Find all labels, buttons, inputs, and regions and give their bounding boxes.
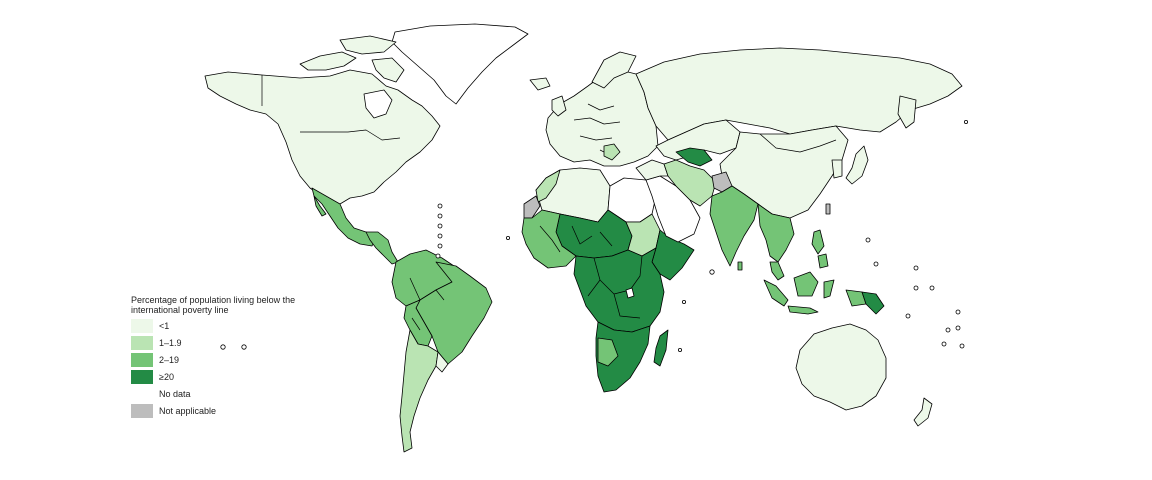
region-kamchatka xyxy=(897,95,917,129)
legend-label: 2–19 xyxy=(159,355,180,365)
legend-item: 1–1.9 xyxy=(131,335,331,352)
border-west-africa xyxy=(539,225,613,253)
legend-item: ≥20 xyxy=(131,369,331,386)
region-north-america xyxy=(204,69,441,205)
region-iceland xyxy=(529,77,551,91)
legend-swatch xyxy=(131,404,153,418)
region-baja xyxy=(313,195,327,217)
region-new-zealand xyxy=(913,397,933,427)
border-central-africa xyxy=(587,255,643,319)
region-namibia xyxy=(597,337,619,367)
legend-label: 1–1.9 xyxy=(159,338,182,348)
region-uruguay xyxy=(435,351,449,373)
legend-item: <1 xyxy=(131,318,331,335)
region-indonesia-sulawesi xyxy=(823,279,835,299)
region-russia xyxy=(635,47,963,141)
legend-title: Percentage of population living below th… xyxy=(131,295,296,315)
region-arctic-islands-2 xyxy=(339,35,397,55)
legend-swatch xyxy=(131,319,153,333)
region-middle-east xyxy=(635,159,669,181)
region-philippines-2 xyxy=(817,253,829,269)
region-malaysia xyxy=(769,261,785,281)
region-madagascar xyxy=(653,329,669,367)
legend-rows: <1 1–1.9 2–19 ≥20 No data Not applicable xyxy=(131,318,331,420)
region-southeast-asia xyxy=(757,203,795,263)
region-bolivia-paraguay xyxy=(403,299,433,347)
map-legend: Percentage of population living below th… xyxy=(131,295,331,420)
border-mongolia xyxy=(759,133,837,153)
legend-label: ≥20 xyxy=(159,372,174,382)
region-australia xyxy=(795,323,887,411)
region-central-east-africa xyxy=(573,247,665,333)
region-arctic-islands xyxy=(299,51,357,71)
region-indonesia-java xyxy=(787,305,819,315)
legend-swatch xyxy=(131,353,153,367)
lake-victoria xyxy=(625,287,635,299)
region-sri-lanka xyxy=(737,261,743,271)
region-mexico xyxy=(311,187,377,247)
region-philippines xyxy=(811,229,825,255)
region-uzbekistan xyxy=(675,147,713,167)
region-central-america xyxy=(365,231,399,265)
legend-swatch xyxy=(131,387,153,401)
region-scandinavia xyxy=(591,51,637,89)
region-argentina-chile xyxy=(399,329,439,453)
region-indonesia-borneo xyxy=(793,271,819,297)
region-korea xyxy=(831,159,843,179)
legend-item: 2–19 xyxy=(131,352,331,369)
region-india xyxy=(709,185,759,267)
border-canada-us xyxy=(261,75,401,141)
region-uk xyxy=(551,95,567,117)
legend-item: No data xyxy=(131,386,331,403)
border-south-america xyxy=(409,277,445,331)
legend-swatch xyxy=(131,336,153,350)
legend-item: Not applicable xyxy=(131,403,331,420)
region-png xyxy=(861,291,885,315)
region-baffin xyxy=(371,57,405,83)
small-islands xyxy=(220,120,969,352)
legend-label: No data xyxy=(159,389,191,399)
border-europe xyxy=(573,103,621,157)
region-western-sahara xyxy=(523,195,541,219)
legend-label: <1 xyxy=(159,321,170,331)
region-indonesia-sumatra xyxy=(763,279,789,307)
region-taiwan xyxy=(825,203,831,215)
hudson-bay xyxy=(363,89,393,119)
region-balkans xyxy=(603,143,621,161)
legend-label: Not applicable xyxy=(159,406,217,416)
region-arabia xyxy=(645,175,701,243)
region-greenland xyxy=(391,23,529,105)
legend-swatch xyxy=(131,370,153,384)
region-japan xyxy=(845,145,869,185)
